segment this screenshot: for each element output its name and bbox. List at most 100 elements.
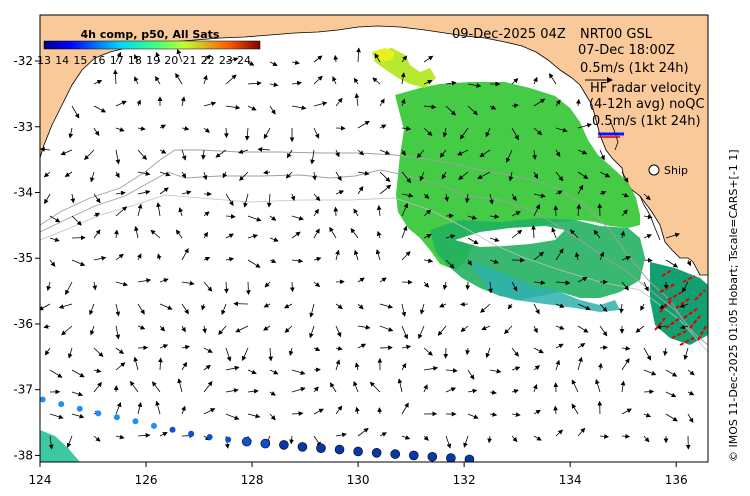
current-vector [621, 192, 629, 198]
current-vector [665, 232, 680, 239]
current-vector [555, 303, 565, 308]
current-vector [599, 190, 607, 196]
current-vector [313, 256, 322, 262]
colorbar-label: 21 [182, 54, 196, 67]
current-vector [599, 345, 608, 351]
current-vector [269, 82, 279, 88]
current-vector [247, 61, 255, 66]
current-vector [247, 413, 261, 419]
current-vector [67, 347, 73, 359]
current-vector [40, 303, 51, 311]
current-vector [379, 303, 394, 309]
current-vector [115, 347, 125, 355]
current-vector [533, 171, 539, 179]
current-vector [309, 303, 315, 318]
current-vector [533, 193, 546, 199]
current-vector [599, 434, 610, 439]
current-vector [181, 247, 189, 261]
current-vector [225, 365, 240, 371]
current-vector [686, 259, 692, 267]
current-vector [335, 190, 345, 195]
current-vector [643, 435, 650, 443]
current-vector [71, 215, 82, 226]
current-vector [181, 171, 187, 179]
current-vector [66, 435, 73, 448]
current-vector [467, 369, 475, 380]
track-point [279, 440, 289, 450]
current-vector [577, 123, 592, 129]
current-vector [225, 413, 240, 420]
current-vector [65, 281, 73, 295]
current-vector [335, 325, 342, 338]
current-vector [511, 78, 519, 85]
current-vector [43, 171, 51, 178]
y-axis: -32 -33 -34 -35 -36 -37 -38 [13, 54, 40, 462]
track-point [169, 426, 176, 433]
current-vector [313, 75, 323, 85]
current-vector [60, 149, 73, 156]
current-vector [599, 303, 608, 313]
current-vector [372, 77, 381, 85]
current-vector [477, 171, 491, 179]
colorbar-label: 20 [164, 54, 178, 67]
current-vector [269, 369, 279, 375]
current-vector [577, 325, 589, 333]
current-vector [285, 171, 293, 179]
current-vector [113, 69, 118, 85]
current-vector [223, 127, 229, 139]
current-vector [533, 127, 543, 136]
colorbar-label: 22 [201, 54, 215, 67]
current-vector [619, 303, 624, 314]
current-vector [150, 229, 161, 239]
current-vector [401, 126, 412, 131]
current-vector [247, 388, 259, 394]
current-vector [511, 229, 523, 239]
current-vector [133, 356, 139, 371]
current-vector [223, 281, 229, 294]
current-vector [441, 171, 447, 180]
credit-text: © IMOS 11-Dec-2025 01:05 Hobart; Tscale=… [727, 149, 740, 462]
current-vector [159, 325, 166, 332]
current-vector [577, 343, 586, 349]
current-vector [263, 325, 271, 331]
current-vector [286, 149, 293, 159]
current-vector [289, 435, 294, 445]
current-vector [401, 362, 407, 371]
colorbar-label: 15 [73, 54, 87, 67]
current-vector [181, 361, 188, 371]
track-point [188, 430, 195, 437]
current-vector [419, 171, 425, 182]
current-vector [93, 381, 102, 393]
current-vector [679, 303, 689, 308]
current-vector [511, 193, 517, 202]
current-vector [598, 362, 603, 371]
current-vector [335, 432, 347, 438]
current-vector [291, 386, 306, 393]
current-vector [401, 193, 414, 198]
colorbar: 4h comp, p50, All Sats 13 14 15 16 17 18 19 20 2… [37, 28, 261, 67]
current-vector [379, 277, 387, 283]
ship-label: Ship [664, 164, 688, 177]
current-vector [533, 98, 546, 107]
current-vector [577, 427, 586, 437]
current-vector [115, 434, 125, 440]
credit-container: © IMOS 11-Dec-2025 01:05 Hobart; Tscale=… [727, 149, 747, 482]
current-vector [181, 344, 190, 350]
current-vector [551, 227, 557, 239]
colorbar-title: 4h comp, p50, All Sats [81, 28, 220, 41]
current-vector [137, 325, 146, 330]
current-vector [329, 382, 337, 393]
current-vector [335, 359, 341, 371]
current-vector [682, 281, 689, 293]
current-vector [457, 149, 469, 156]
current-vector [215, 149, 227, 158]
current-vector [489, 105, 497, 110]
current-vector [137, 253, 142, 261]
current-vector [93, 229, 101, 239]
current-vector [181, 405, 186, 415]
current-vector [312, 171, 317, 181]
current-vector [445, 80, 457, 86]
current-vector [268, 347, 274, 362]
track-point [113, 414, 120, 421]
current-vector [445, 368, 458, 373]
